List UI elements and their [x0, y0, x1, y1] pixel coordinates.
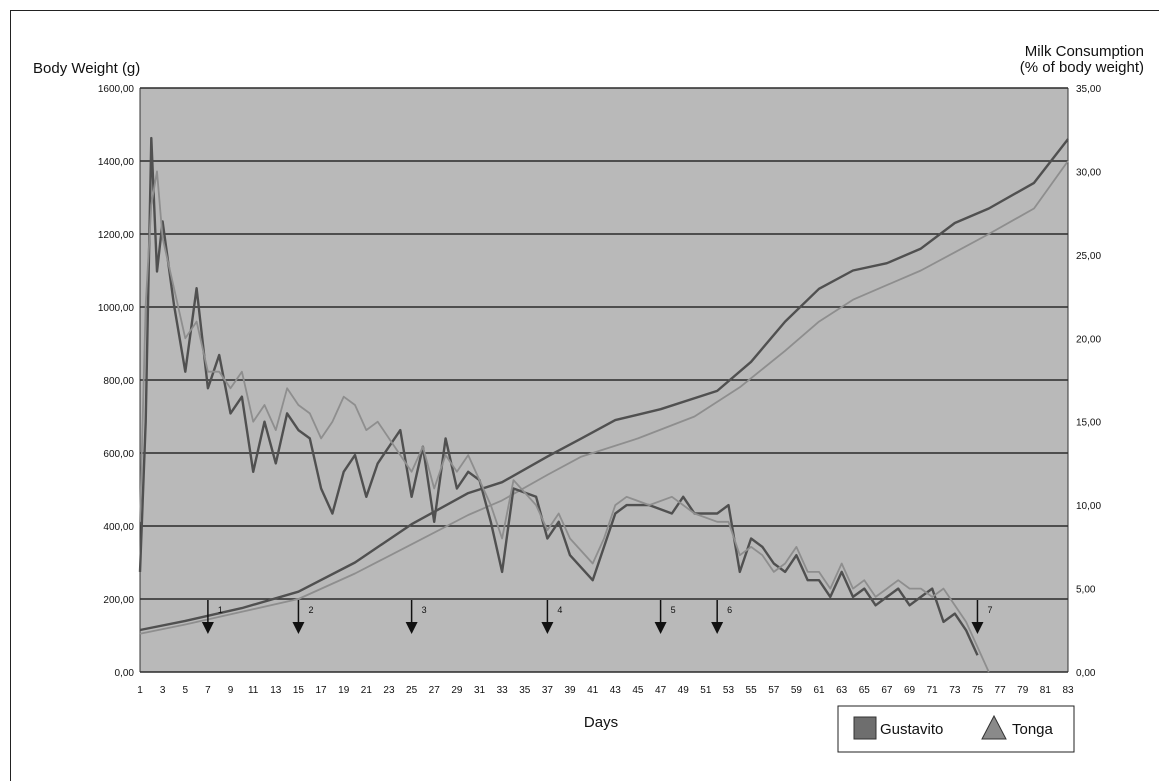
event-markers: 1 2 3 4 5 6 7 [201, 600, 992, 634]
series-line-tonga-body-weight [139, 160, 1069, 635]
y-right-tick-label: 20,00 [1076, 334, 1101, 345]
event-arrow-head [405, 622, 418, 634]
x-tick-label: 51 [700, 685, 712, 696]
event-label: 7 [987, 605, 992, 615]
x-tick-label: 59 [791, 685, 803, 696]
x-tick-label: 45 [632, 685, 644, 696]
event-label: 2 [308, 605, 313, 615]
y-right-tick-label: 5,00 [1076, 585, 1096, 596]
x-tick-label: 43 [610, 685, 622, 696]
event-arrow-head [654, 622, 667, 634]
x-tick-label: 17 [316, 685, 328, 696]
y-right-tick-label: 0,00 [1076, 668, 1096, 679]
series-line-gustavito-body-weight [139, 138, 1069, 632]
y-left-tick-label: 1600,00 [98, 84, 135, 95]
x-tick-label: 11 [248, 685, 259, 696]
series-line-tonga-milk-consumption [139, 170, 990, 673]
x-tick-label: 77 [995, 685, 1007, 696]
y-right-axis-title-line1: Milk Consumption [1025, 43, 1144, 60]
y-right-tick-label: 35,00 [1076, 84, 1101, 95]
x-tick-label: 21 [361, 685, 373, 696]
y-right-tick-label: 25,00 [1076, 251, 1101, 262]
x-tick-label: 67 [881, 685, 893, 696]
y-right-tick-labels: 0,00 5,00 10,00 15,00 20,00 25,00 30,00 35,00 [1076, 84, 1101, 679]
x-tick-label: 35 [519, 685, 531, 696]
x-tick-label: 5 [182, 685, 188, 696]
legend-square-marker [853, 716, 877, 740]
legend: Gustavito Tonga [837, 705, 1075, 753]
y-left-tick-labels: 0,00 200,00 400,00 600,00 800,00 1000,00 1200,… [98, 84, 135, 679]
x-tick-label: 29 [451, 685, 463, 696]
x-tick-label: 69 [904, 685, 916, 696]
y-left-tick-label: 400,00 [103, 522, 134, 533]
x-tick-label: 9 [228, 685, 234, 696]
event-label: 3 [422, 605, 427, 615]
event-arrow-head [971, 622, 984, 634]
legend-label-tonga: Tonga [1012, 721, 1054, 738]
y-left-axis-title: Body Weight (g) [33, 60, 140, 77]
y-right-tick-label: 15,00 [1076, 418, 1101, 429]
x-tick-label: 27 [429, 685, 441, 696]
x-axis-title: Days [584, 714, 618, 731]
x-tick-label: 81 [1040, 685, 1052, 696]
event-label: 4 [557, 605, 562, 615]
y-left-tick-label: 1400,00 [98, 157, 135, 168]
x-tick-label: 47 [655, 685, 667, 696]
x-tick-label: 31 [474, 685, 486, 696]
x-tick-label: 19 [338, 685, 350, 696]
x-tick-label: 49 [678, 685, 690, 696]
x-tick-label: 83 [1062, 685, 1074, 696]
x-tick-label: 33 [497, 685, 509, 696]
x-tick-label: 25 [406, 685, 418, 696]
y-left-tick-label: 600,00 [103, 449, 134, 460]
legend-label-gustavito: Gustavito [880, 721, 943, 738]
x-tick-label: 37 [542, 685, 554, 696]
x-tick-label: 73 [949, 685, 961, 696]
x-tick-label: 55 [746, 685, 758, 696]
x-tick-label: 39 [564, 685, 576, 696]
event-arrow-head [201, 622, 214, 634]
x-tick-label: 23 [383, 685, 395, 696]
legend-box [837, 705, 1075, 753]
event-arrow-head [541, 622, 554, 634]
x-tick-label: 63 [836, 685, 848, 696]
event-arrow-head [292, 622, 305, 634]
x-tick-label: 3 [160, 685, 166, 696]
series-line-gustavito-milk-consumption [138, 136, 979, 656]
x-tick-label: 41 [587, 685, 599, 696]
x-tick-label: 79 [1017, 685, 1029, 696]
y-right-tick-label: 10,00 [1076, 501, 1101, 512]
y-left-tick-label: 800,00 [103, 376, 134, 387]
x-tick-label: 1 [137, 685, 143, 696]
event-label: 6 [727, 605, 732, 615]
x-tick-label: 71 [927, 685, 939, 696]
x-tick-label: 53 [723, 685, 735, 696]
y-left-tick-label: 1200,00 [98, 230, 135, 241]
x-tick-label: 65 [859, 685, 871, 696]
y-right-axis-title-line2: (% of body weight) [1020, 59, 1144, 76]
x-tick-label: 7 [205, 685, 211, 696]
chart-frame [10, 10, 1159, 781]
x-tick-label: 75 [972, 685, 984, 696]
x-tick-label: 13 [270, 685, 282, 696]
y-right-tick-label: 30,00 [1076, 167, 1101, 178]
event-arrow-head [711, 622, 724, 634]
y-left-tick-label: 200,00 [103, 595, 134, 606]
x-tick-label: 15 [293, 685, 305, 696]
event-label: 1 [218, 605, 223, 615]
x-tick-label: 61 [813, 685, 825, 696]
x-tick-labels: 1 3 5 7 9 11 13 15 17 19 21 23 25 27 29 31 33 35 37 39 41 43 4… [137, 685, 1074, 696]
grid-lines [139, 87, 1069, 673]
y-left-tick-label: 1000,00 [98, 303, 135, 314]
legend-triangle-marker [981, 714, 1007, 740]
series-lines [138, 136, 1069, 673]
y-left-tick-label: 0,00 [115, 668, 135, 679]
event-label: 5 [671, 605, 676, 615]
x-tick-label: 57 [768, 685, 780, 696]
